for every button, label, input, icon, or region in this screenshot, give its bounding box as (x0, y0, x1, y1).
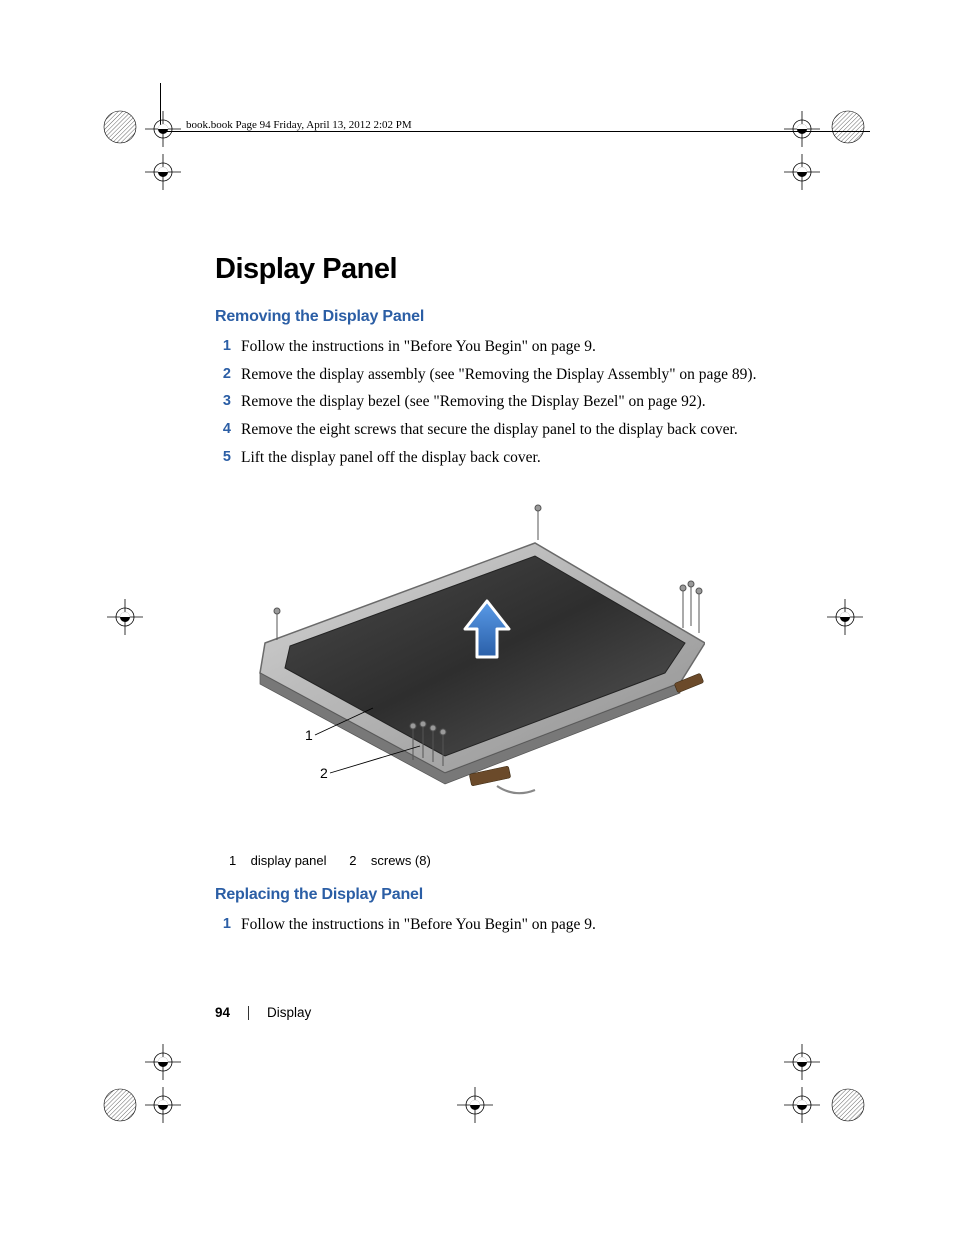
step-item: 1Follow the instructions in "Before You … (215, 914, 815, 936)
step-item: 3Remove the display bezel (see "Removing… (215, 391, 815, 413)
chapter-name: Display (267, 1005, 311, 1020)
legend-num-1: 1 (229, 853, 247, 868)
cropmark-bottom-center (450, 1080, 500, 1130)
step-text: Follow the instructions in "Before You B… (241, 914, 815, 936)
step-text: Remove the display bezel (see "Removing … (241, 391, 815, 413)
step-item: 5Lift the display panel off the display … (215, 447, 815, 469)
frame-left-line (160, 83, 161, 131)
section-title: Display Panel (215, 253, 815, 286)
figure-display-panel: 1 2 (235, 498, 705, 798)
step-item: 2Remove the display assembly (see "Remov… (215, 364, 815, 386)
page-number: 94 (215, 1005, 230, 1020)
step-text: Follow the instructions in "Before You B… (241, 336, 815, 358)
callout-2: 2 (320, 765, 328, 781)
running-head: book.book Page 94 Friday, April 13, 2012… (186, 119, 412, 131)
step-text: Lift the display panel off the display b… (241, 447, 815, 469)
steps-removing: 1Follow the instructions in "Before You … (215, 336, 815, 468)
steps-replacing: 1Follow the instructions in "Before You … (215, 914, 815, 936)
step-number: 4 (215, 419, 241, 439)
step-text: Remove the display assembly (see "Removi… (241, 364, 815, 386)
page-footer: 94 Display (215, 1005, 311, 1020)
heading-removing: Removing the Display Panel (215, 308, 815, 326)
cropmark-mid-left (100, 592, 150, 642)
step-number: 1 (215, 914, 241, 934)
cropmark-bottom-left (85, 1038, 195, 1148)
footer-divider (248, 1006, 249, 1020)
figure-legend: 1 display panel 2 screws (8) (229, 853, 815, 868)
step-number: 2 (215, 364, 241, 384)
step-number: 5 (215, 447, 241, 467)
cropmark-mid-right (820, 592, 870, 642)
step-number: 3 (215, 391, 241, 411)
cropmark-bottom-right (770, 1038, 880, 1148)
frame-top-line (160, 131, 870, 132)
legend-num-2: 2 (349, 853, 367, 868)
legend-label-2: screws (8) (371, 853, 431, 868)
heading-replacing: Replacing the Display Panel (215, 886, 815, 904)
step-text: Remove the eight screws that secure the … (241, 419, 815, 441)
step-number: 1 (215, 336, 241, 356)
step-item: 4Remove the eight screws that secure the… (215, 419, 815, 441)
cropmark-top-left (85, 85, 195, 195)
cropmark-top-right (770, 85, 880, 195)
legend-label-1: display panel (251, 853, 346, 868)
page-content: Display Panel Removing the Display Panel… (215, 253, 815, 954)
step-item: 1Follow the instructions in "Before You … (215, 336, 815, 358)
callout-1: 1 (305, 727, 313, 743)
